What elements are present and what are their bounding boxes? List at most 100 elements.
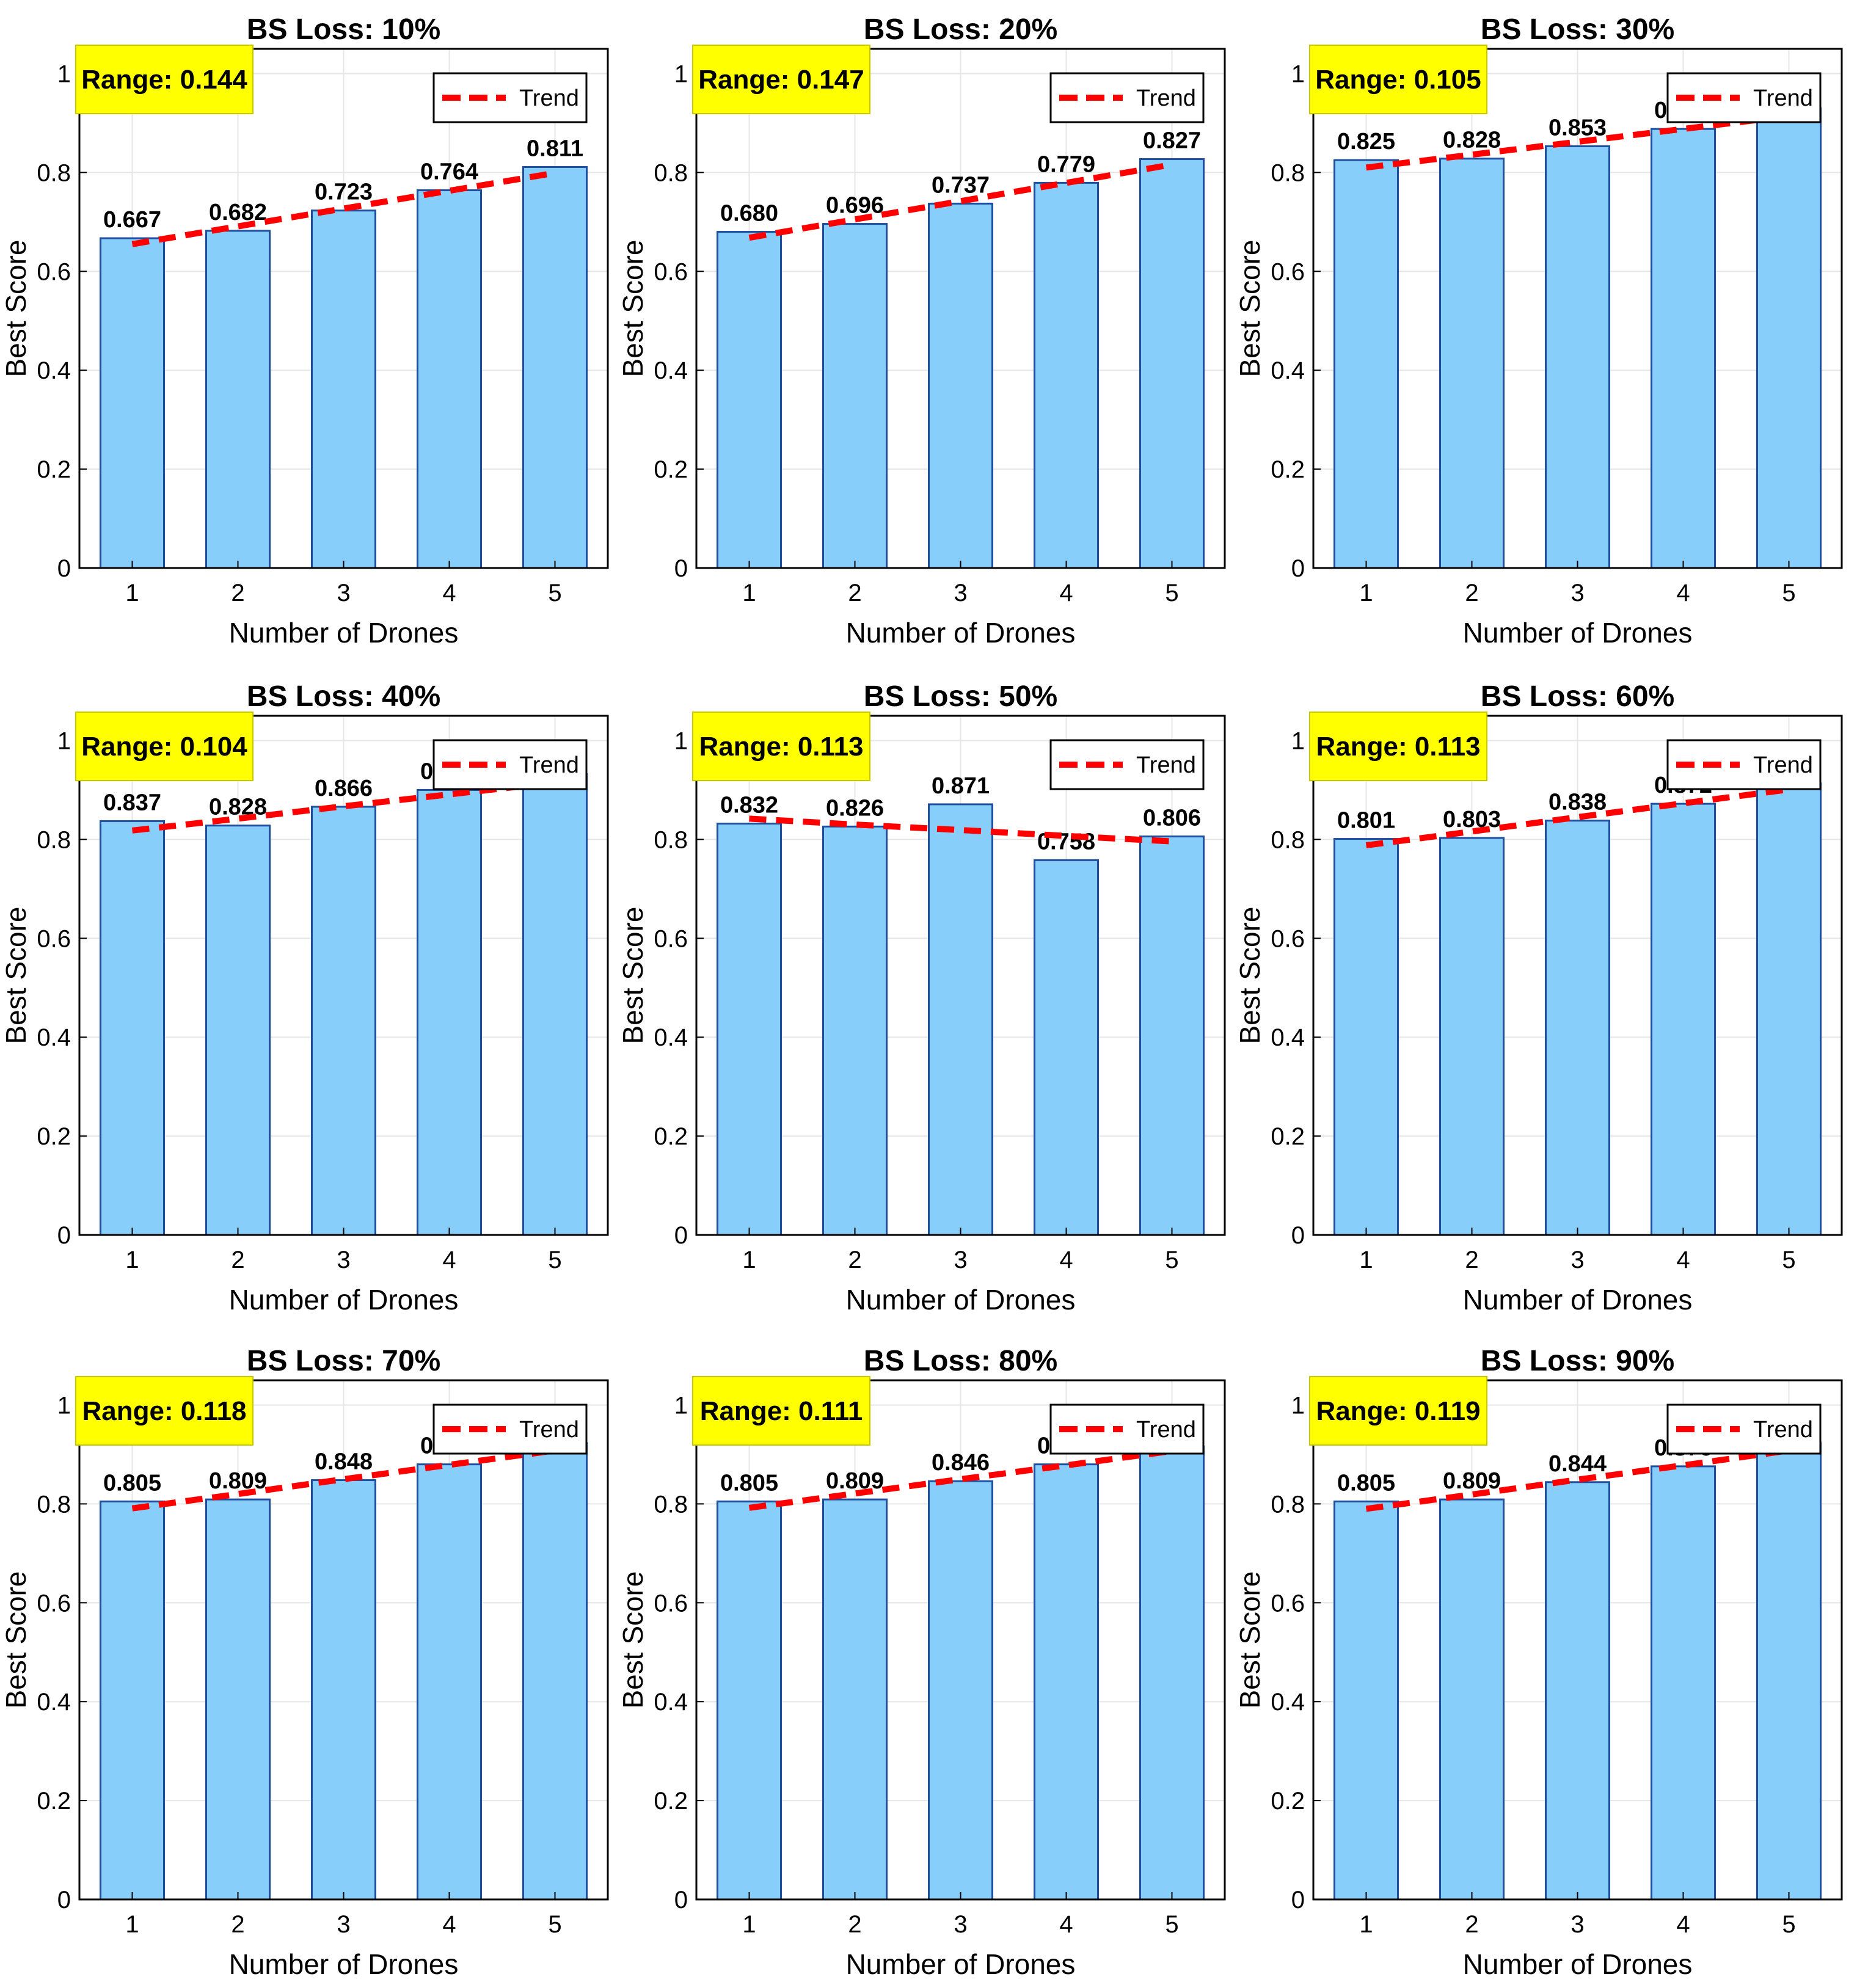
bar-4: [417, 1463, 482, 1901]
chart-title: BS Loss: 80%: [864, 1345, 1057, 1377]
bar-1: [717, 1500, 782, 1901]
x-tick-label: 5: [1782, 1247, 1795, 1273]
x-tick-label: 3: [954, 580, 967, 606]
range-label: Range: 0.113: [699, 732, 863, 762]
bar-4: [1651, 1465, 1716, 1901]
bar-4: [1034, 181, 1099, 569]
y-axis-label: Best Score: [0, 240, 32, 377]
bar-3: [311, 806, 376, 1236]
y-tick-label: 0: [674, 555, 688, 582]
bar-5: [1756, 782, 1822, 1236]
y-tick-label: 0.4: [1271, 357, 1305, 384]
bar-1: [100, 237, 165, 569]
y-tick-label: 0.4: [37, 357, 71, 384]
y-tick-label: 0.6: [37, 925, 71, 952]
y-tick-label: 0.2: [654, 1788, 688, 1815]
bar-value-label: 0.828: [1443, 128, 1501, 153]
x-tick-label: 2: [231, 1247, 244, 1273]
y-tick-label: 0: [1291, 1887, 1305, 1913]
y-tick-label: 0.8: [37, 826, 71, 853]
bar-3: [1545, 820, 1610, 1236]
bar-value-label: 0.848: [315, 1449, 373, 1475]
y-tick-label: 0.6: [37, 258, 71, 285]
chart-title: BS Loss: 40%: [247, 680, 440, 713]
bar-value-label: 0.764: [420, 159, 478, 185]
bar-5: [1139, 158, 1205, 569]
x-tick-label: 2: [848, 580, 861, 606]
y-axis-label: Best Score: [0, 1571, 32, 1709]
bar-value-label: 0.827: [1143, 128, 1201, 154]
y-tick-label: 0.8: [654, 826, 688, 853]
bar-value-label: 0.803: [1443, 807, 1501, 832]
trend-line: [131, 779, 556, 834]
bar-value-label: 0.871: [932, 773, 990, 799]
x-tick-label: 1: [1359, 1247, 1373, 1273]
x-tick-label: 4: [1059, 1911, 1073, 1938]
bar-5: [522, 166, 588, 569]
range-label: Range: 0.147: [698, 65, 864, 95]
range-label: Range: 0.113: [1316, 732, 1480, 762]
y-tick-label: 0.2: [37, 1788, 71, 1815]
x-tick-label: 2: [848, 1247, 861, 1273]
x-tick-label: 3: [1571, 1911, 1584, 1938]
x-tick-label: 3: [1571, 1247, 1584, 1273]
x-tick-label: 3: [954, 1247, 967, 1273]
y-tick-label: 0.8: [1271, 826, 1305, 853]
chart-panel-6: 00.20.40.60.810.8010.8030.8380.8720.9141…: [1234, 680, 1843, 1316]
y-tick-label: 0: [57, 1887, 71, 1913]
y-tick-label: 0.2: [654, 1123, 688, 1150]
x-tick-label: 2: [1465, 1911, 1478, 1938]
bar-value-label: 0.844: [1549, 1451, 1607, 1477]
y-tick-label: 0: [1291, 1222, 1305, 1249]
trend-line: [749, 815, 1172, 845]
bar-4: [1034, 1463, 1099, 1901]
x-tick-label: 1: [742, 1247, 756, 1273]
y-tick-label: 0.2: [1271, 456, 1305, 483]
chart-panel-5: 00.20.40.60.810.832 0.8260.8710.7580.8061…: [617, 680, 1226, 1316]
bar-5: [1139, 836, 1205, 1236]
x-tick-label: 1: [742, 1911, 756, 1938]
x-tick-label: 1: [125, 580, 139, 606]
bar-value-label: 0.805: [103, 1470, 161, 1496]
x-tick-label: 5: [548, 1247, 561, 1273]
bar-1: [1333, 838, 1399, 1236]
bar-2: [1439, 158, 1505, 569]
x-tick-label: 4: [1676, 1911, 1690, 1938]
legend-label: Trend: [1753, 752, 1813, 778]
y-tick-label: 1: [1291, 60, 1305, 87]
y-tick-label: 0.8: [37, 159, 71, 186]
x-tick-label: 4: [442, 580, 456, 606]
bar-value-label: 0.837: [103, 790, 161, 815]
x-tick-label: 5: [1165, 1911, 1178, 1938]
bar-value-label: 0.809: [1443, 1468, 1501, 1494]
y-tick-label: 0.6: [654, 258, 688, 285]
x-tick-label: 5: [1782, 580, 1795, 606]
bar-2: [1439, 1498, 1505, 1901]
y-tick-label: 0.2: [1271, 1123, 1305, 1150]
bar-value-label: 0.832: [720, 792, 778, 818]
bar-3: [1545, 145, 1610, 569]
range-label: Range: 0.104: [81, 732, 247, 762]
bar-value-label: 0.846: [932, 1450, 990, 1476]
range-badge: [692, 45, 870, 114]
legend-box: [1049, 72, 1205, 123]
bar-value-label: 0.809: [209, 1468, 267, 1494]
range-badge: [692, 712, 870, 781]
bar-value-label: 0.809: [826, 1468, 884, 1494]
bar-2: [205, 1498, 271, 1901]
bar-value-label: 0.828: [209, 795, 267, 820]
bar-value-label: 0.723: [315, 180, 373, 205]
bar-1: [717, 822, 782, 1236]
chart-panel-9: 00.20.40.60.810.8050.8090.8440.8760.9241…: [1234, 1345, 1843, 1980]
y-tick-label: 0.6: [1271, 258, 1305, 285]
trend-line: [1365, 113, 1790, 171]
bar-value-label: 0.866: [315, 776, 373, 801]
trend-line: [1365, 786, 1790, 849]
chart-title: BS Loss: 70%: [247, 1345, 440, 1377]
y-tick-label: 0.2: [1271, 1788, 1305, 1815]
range-badge: [1309, 1376, 1487, 1446]
bar-3: [928, 202, 993, 569]
y-tick-label: 0.8: [654, 1491, 688, 1518]
bar-1: [100, 1500, 165, 1901]
